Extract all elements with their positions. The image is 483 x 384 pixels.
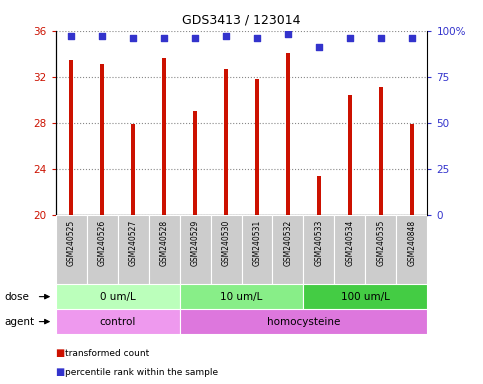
Text: 0 um/L: 0 um/L [99,291,135,302]
Text: dose: dose [5,291,30,302]
Bar [303,284,427,309]
Text: GSM240526: GSM240526 [98,220,107,266]
Bar [410,124,414,215]
Bar [334,215,366,284]
Bar [224,69,228,215]
Text: ■: ■ [56,348,65,358]
Text: GDS3413 / 123014: GDS3413 / 123014 [182,13,301,26]
Bar [366,215,397,284]
Text: GSM240528: GSM240528 [159,220,169,266]
Bar [317,176,321,215]
Bar [149,215,180,284]
Text: GSM240529: GSM240529 [190,220,199,266]
Text: percentile rank within the sample: percentile rank within the sample [65,368,218,377]
Bar [242,215,272,284]
Point [191,35,199,41]
Bar [286,53,290,215]
Bar [272,215,303,284]
Bar [56,309,180,334]
Bar [303,215,334,284]
Bar [348,95,352,215]
Point [67,33,75,39]
Text: GSM240531: GSM240531 [253,220,261,266]
Point [160,35,168,41]
Bar [56,284,180,309]
Text: GSM240530: GSM240530 [222,220,230,266]
Point [129,35,137,41]
Point [315,44,323,50]
Bar [397,215,427,284]
Bar [56,215,86,284]
Point [346,35,354,41]
Text: control: control [99,316,136,327]
Text: GSM240532: GSM240532 [284,220,293,266]
Bar [162,58,166,215]
Bar [117,215,149,284]
Bar [193,111,197,215]
Bar [255,79,259,215]
Text: GSM240527: GSM240527 [128,220,138,266]
Text: GSM240533: GSM240533 [314,220,324,266]
Bar [100,64,104,215]
Bar [180,284,303,309]
Text: GSM240848: GSM240848 [408,220,416,266]
Bar [211,215,242,284]
Point [284,31,292,38]
Text: homocysteine: homocysteine [267,316,340,327]
Bar [86,215,117,284]
Text: transformed count: transformed count [65,349,149,358]
Bar [180,215,211,284]
Point [222,33,230,39]
Bar [69,60,73,215]
Text: ■: ■ [56,367,65,377]
Point [98,33,106,39]
Text: 10 um/L: 10 um/L [220,291,263,302]
Text: GSM240535: GSM240535 [376,220,385,266]
Text: GSM240534: GSM240534 [345,220,355,266]
Text: GSM240525: GSM240525 [67,220,75,266]
Point [253,35,261,41]
Point [408,35,416,41]
Bar [180,309,427,334]
Bar [379,87,383,215]
Bar [131,124,135,215]
Point [377,35,385,41]
Text: agent: agent [5,316,35,327]
Text: 100 um/L: 100 um/L [341,291,390,302]
